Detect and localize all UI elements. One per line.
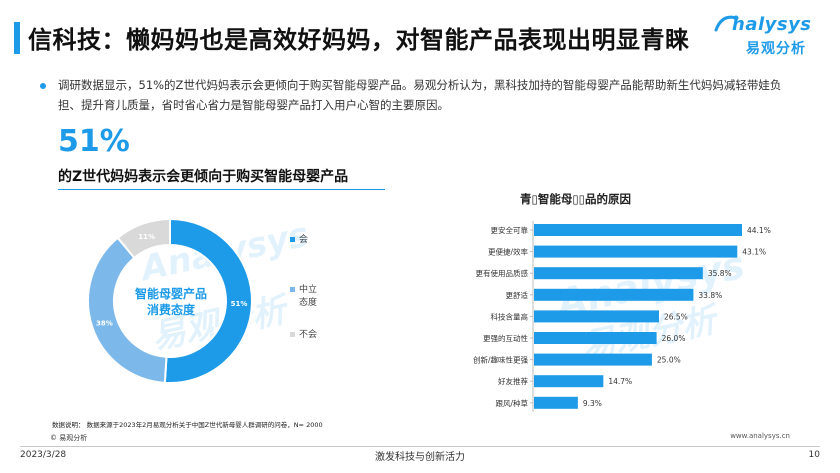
bar [534, 396, 578, 409]
page-title: 信科技：懒妈妈也是高效好妈妈，对智能产品表现出明显青睐 [28, 26, 690, 54]
bar-value-label: 43.1% [742, 248, 766, 257]
bar-category-label: 科技含量高 [491, 311, 529, 321]
legend-swatch [290, 237, 295, 242]
footer-divider [20, 446, 820, 447]
bar [534, 332, 657, 344]
bar [534, 288, 694, 301]
donut-slice-label: 11% [138, 233, 155, 241]
donut-center-label: 智能母婴产品 消费态度 [131, 286, 211, 318]
bar-value-label: 35.8% [708, 269, 732, 278]
bar-category-label: 创新/趣味性更强 [473, 355, 529, 365]
bar [534, 224, 742, 236]
source-note: 数据说明： 数据来源于2023年2月易观分析关于中国Z世代新母婴人群调研的问卷，… [52, 421, 323, 429]
legend-item: 中立态度 [290, 284, 323, 310]
bar [534, 245, 738, 258]
analysys-logo: nalysys 易观分析 [714, 14, 822, 62]
bar-category-label: 更有使用品质感 [476, 268, 529, 278]
copyright: © 易观分析 [50, 434, 88, 442]
donut-slice-label: 38% [96, 319, 113, 327]
website-url: www.analysys.cn [730, 432, 790, 440]
highlight-percent: 51% [58, 124, 130, 159]
bar-category-label: 好友推荐 [498, 376, 528, 386]
donut-slice-label: 51% [231, 300, 248, 308]
bar [534, 353, 652, 366]
page-number: 10 [808, 450, 820, 460]
legend-item: 不会 [290, 329, 323, 342]
bar [534, 310, 659, 323]
legend-label: 会 [299, 235, 309, 245]
bar-category-label: 更安全可靠 [491, 225, 529, 235]
highlight-underline [58, 189, 385, 190]
bar-value-label: 9.3% [583, 399, 602, 408]
bar-category-label: 更舒适 [506, 290, 529, 300]
bar-chart-title: 青▯智能母▯▯品的原因 [520, 192, 631, 206]
bar-category-label: 更强的互动性 [483, 333, 528, 343]
donut-slice [163, 217, 253, 384]
footer-slogan: 激发科技与创新活力 [375, 452, 465, 463]
title-accent-bar [14, 22, 20, 54]
bar-value-label: 26.5% [664, 312, 688, 321]
bar-category-label: 跟风/种草 [495, 398, 528, 408]
bullet-dot [40, 83, 46, 89]
bar [534, 375, 604, 388]
legend-item: 会 [290, 234, 323, 247]
bar-value-label: 26.0% [662, 334, 686, 343]
highlight-subtitle: 的Z世代妈妈表示会更倾向于购买智能母婴产品 [58, 169, 349, 185]
logo-text-en: nalysys [732, 14, 812, 35]
bar-value-label: 14.7% [608, 377, 632, 386]
donut-center-line-2: 消费态度 [146, 303, 195, 317]
logo-swoosh-icon [714, 15, 739, 32]
donut-center-line-1: 智能母婴产品 [134, 287, 207, 301]
bar-value-label: 44.1% [747, 226, 771, 235]
logo-text-cn: 易观分析 [746, 41, 806, 57]
bar-value-label: 33.8% [698, 291, 722, 300]
legend-label: 中立态度 [299, 285, 318, 308]
legend-swatch [290, 287, 295, 292]
bar-category-label: 更便捷/效率 [488, 247, 529, 257]
donut-slice [116, 217, 171, 260]
footer-date: 2023/3/28 [20, 450, 67, 460]
bar [534, 267, 703, 280]
legend-swatch [290, 332, 295, 337]
bar-value-label: 25.0% [657, 356, 681, 365]
intro-paragraph: 调研数据显示，51%的Z世代妈妈表示会更倾向于购买智能母婴产品。易观分析认为，黑… [58, 78, 782, 112]
legend-label: 不会 [299, 330, 318, 340]
